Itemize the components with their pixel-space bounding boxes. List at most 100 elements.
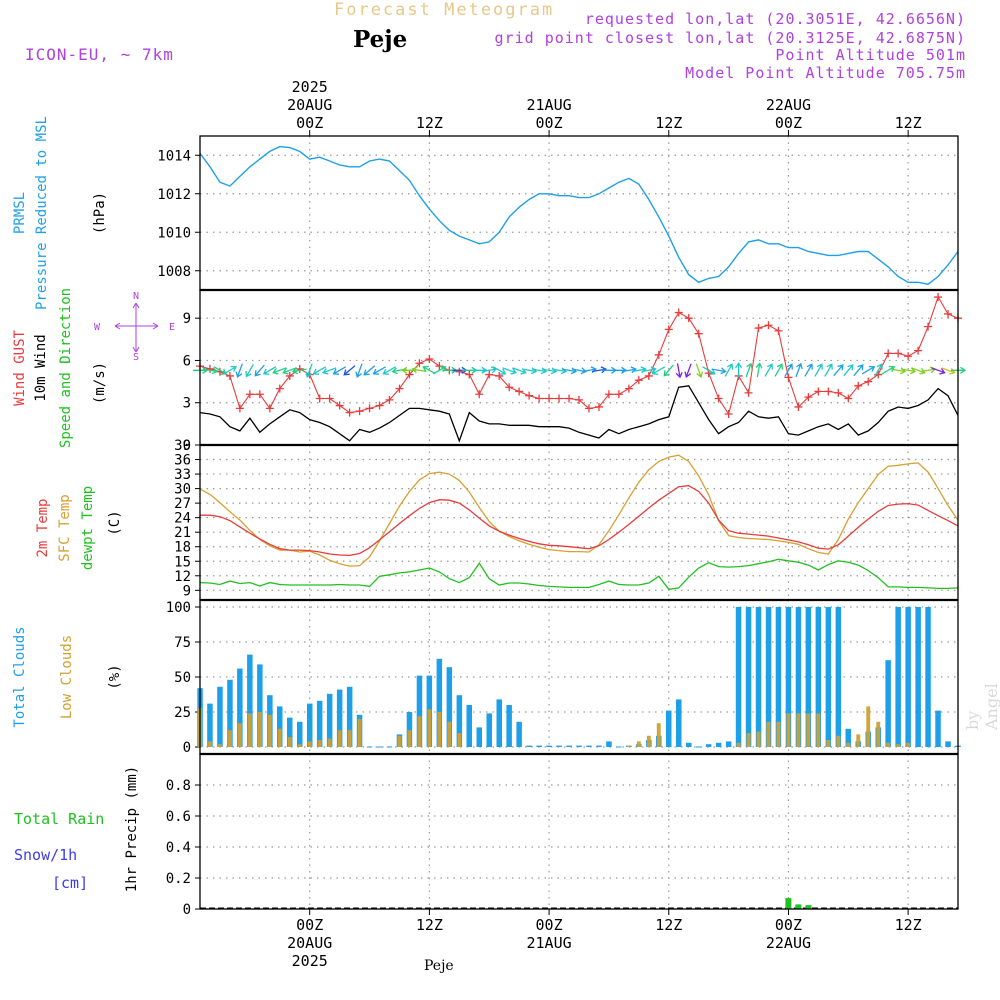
- panel-frame-temperature: [199, 444, 959, 601]
- total-cloud-bar: [297, 721, 303, 747]
- wind-direction-arrow: [422, 365, 436, 375]
- wind-direction-arrow: [492, 366, 507, 375]
- wind-gust-marker: [754, 324, 763, 333]
- wind-direction-arrow: [735, 362, 743, 378]
- low-cloud-bar: [237, 723, 242, 747]
- low-cloud-bar: [836, 735, 841, 747]
- total-cloud-bar: [526, 745, 532, 747]
- wind-gust-marker: [784, 373, 793, 382]
- wind-direction-arrow: [745, 362, 753, 378]
- total-cloud-bar: [735, 607, 742, 747]
- time-label-top: 12Z: [895, 114, 922, 132]
- time-label-top: 2025: [292, 78, 328, 96]
- precip-label-snow: Snow/1h: [14, 846, 77, 864]
- low-cloud-bar: [257, 712, 262, 747]
- wind-speed-line: [199, 385, 959, 443]
- wind-gust-marker: [505, 383, 514, 392]
- wind-gust-marker: [824, 387, 833, 396]
- wind-gust-marker: [804, 393, 813, 402]
- wind-gust-marker: [455, 367, 464, 376]
- compass-n: N: [133, 291, 139, 302]
- low-cloud-bar: [447, 721, 452, 747]
- grid-point-coords: grid point closest lon,lat (20.3125E, 42…: [494, 29, 966, 47]
- temp-label-sfc: SFC Temp: [57, 494, 73, 561]
- total-cloud-bar: [307, 703, 313, 747]
- low-cloud-bar: [327, 738, 332, 747]
- wind-gust-marker: [375, 401, 384, 410]
- low-cloud-bar: [896, 744, 901, 747]
- wind-gust-marker: [764, 321, 773, 330]
- low-cloud-bar: [317, 740, 322, 747]
- y-tick-label: 0.6: [166, 809, 191, 825]
- wind-direction-arrow: [355, 363, 363, 379]
- wind-gust-marker: [644, 371, 653, 380]
- low-cloud-bar: [277, 728, 282, 747]
- temp-2m-line: [200, 485, 959, 557]
- total-cloud-bar: [606, 741, 612, 747]
- y-tick-label: 0.8: [166, 778, 191, 794]
- total-cloud-bar: [705, 744, 712, 747]
- total-cloud-bar: [446, 667, 453, 747]
- total-cloud-bar: [935, 710, 941, 747]
- wind-direction-arrow: [901, 367, 917, 375]
- y-tick-label: 25: [174, 705, 191, 721]
- wind-direction-arrow: [881, 365, 896, 375]
- low-cloud-bar: [796, 713, 801, 747]
- wind-gust-marker: [415, 359, 424, 368]
- low-cloud-bar: [756, 731, 761, 747]
- precip-label-cm: [cm]: [52, 874, 88, 892]
- wind-direction-arrow: [305, 363, 313, 378]
- y-tick-label: 24: [174, 511, 191, 527]
- total-cloud-bar: [885, 660, 891, 747]
- total-cloud-bar: [227, 679, 233, 747]
- wind-gust-marker: [674, 308, 683, 317]
- y-tick-label: 15: [174, 554, 191, 570]
- y-tick-label: 0.4: [166, 840, 191, 856]
- total-cloud-bar: [815, 607, 822, 747]
- time-label-bottom: 00Z: [536, 916, 563, 934]
- wind-direction-arrow: [343, 365, 356, 376]
- total-cloud-bar: [516, 721, 522, 747]
- total-cloud-bar: [895, 607, 901, 747]
- wind-gust-marker: [535, 394, 544, 403]
- y-tick-label: 0: [183, 902, 191, 918]
- wind-gust-marker: [864, 377, 873, 386]
- low-cloud-bar: [826, 740, 831, 747]
- compass-w: W: [94, 322, 101, 333]
- low-cloud-bar: [806, 713, 811, 747]
- wind-direction-arrow: [591, 366, 607, 374]
- pressure-line: [199, 145, 959, 285]
- wind-gust-marker: [225, 371, 234, 380]
- low-cloud-bar: [208, 741, 212, 747]
- time-label-bottom: 22AUG: [766, 934, 811, 952]
- low-cloud-bar: [866, 706, 871, 747]
- total-cloud-bar: [586, 745, 592, 747]
- y-tick-label: 6: [183, 353, 191, 369]
- wind-direction-arrow: [874, 363, 883, 377]
- wind-direction-arrow: [291, 367, 307, 375]
- low-cloud-bar: [626, 745, 631, 747]
- wind-gust-marker: [205, 364, 214, 373]
- model-name: ICON-EU, ~ 7km: [25, 45, 174, 64]
- wind-direction-arrow: [245, 363, 254, 378]
- total-cloud-bar: [257, 664, 263, 747]
- wind-direction-arrow: [843, 364, 854, 377]
- time-label-top: 00Z: [775, 114, 802, 132]
- wind-gust-marker: [894, 349, 903, 358]
- cloud-label-unit: (%): [107, 664, 123, 689]
- wind-gust-marker: [295, 364, 304, 373]
- total-cloud-bar: [835, 607, 842, 747]
- time-label-bottom: 20AUG: [287, 934, 332, 952]
- low-cloud-bar: [766, 721, 771, 747]
- wind-direction-arrow: [611, 366, 628, 374]
- meteogram-title: Forecast Meteogram: [334, 0, 555, 20]
- wind-direction-arrow: [702, 366, 716, 375]
- time-label-top: 12Z: [416, 114, 443, 132]
- total-cloud-bar: [915, 607, 921, 747]
- wind-gust-marker: [944, 309, 953, 318]
- wind-gust-marker: [814, 387, 823, 396]
- low-cloud-bar: [417, 716, 422, 747]
- total-cloud-bar: [336, 689, 343, 747]
- sfc-temp-line: [199, 454, 959, 567]
